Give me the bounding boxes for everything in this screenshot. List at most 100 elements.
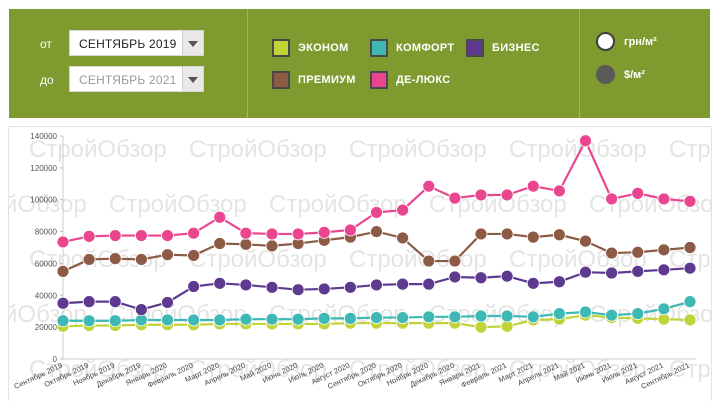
currency-option-usd[interactable]: $/м² [596, 65, 645, 84]
data-point [82, 253, 96, 266]
watermark-text: СтройОбзор [189, 136, 327, 163]
watermark-text: СтройОбзор [349, 356, 487, 383]
currency-option-uah[interactable]: грн/м² [596, 32, 657, 51]
watermark-text: СтройОбзор [669, 136, 711, 163]
data-point [370, 206, 383, 219]
data-point [161, 313, 174, 327]
watermark-text: СтройОбзор [109, 191, 247, 218]
data-point [239, 278, 253, 292]
data-point [631, 264, 645, 278]
data-point [552, 307, 566, 321]
data-point [56, 235, 70, 249]
to-date-select[interactable]: СЕНТЯБРЬ 2021 [69, 66, 204, 92]
watermark-text: СтройОбзор [669, 356, 711, 383]
watermark-text: СтройОбзор [9, 191, 87, 218]
data-point [605, 308, 619, 322]
data-point [265, 227, 279, 241]
legend-item-comfort[interactable]: КОМФОРТ [370, 39, 454, 57]
legend-item-business[interactable]: БИЗНЕС [466, 39, 540, 57]
legend-item-delux[interactable]: ДЕ-ЛЮКС [370, 71, 451, 89]
data-point [370, 311, 383, 324]
watermark-text: СтройОбзор [509, 136, 647, 163]
data-point [317, 282, 331, 296]
legend-item-econom[interactable]: ЭКОНОМ [272, 39, 349, 57]
data-point [291, 227, 305, 241]
data-point [134, 253, 148, 266]
data-point [683, 194, 697, 208]
data-point [396, 231, 410, 245]
data-point [343, 280, 357, 294]
data-point [605, 246, 619, 260]
data-point [317, 225, 331, 239]
data-point [683, 313, 697, 327]
legend-label-business: БИЗНЕС [492, 42, 540, 54]
from-date-select[interactable]: СЕНТЯБРЬ 2019 [69, 30, 204, 56]
y-tick-label: 100000 [30, 196, 57, 205]
data-point [474, 227, 488, 241]
data-point [56, 314, 70, 328]
legend-label-delux: ДЕ-ЛЮКС [396, 74, 451, 86]
data-point [448, 310, 462, 324]
data-point [422, 310, 436, 324]
currency-label-uah: грн/м² [624, 35, 657, 48]
data-point [552, 228, 566, 242]
data-point [213, 210, 227, 224]
data-point [187, 313, 201, 327]
data-point [396, 277, 410, 291]
data-point [265, 312, 279, 326]
data-point [579, 265, 592, 279]
data-point [56, 296, 70, 310]
y-tick-label: 60000 [35, 259, 58, 268]
y-tick-label: 120000 [30, 164, 57, 173]
chevron-down-icon[interactable] [182, 67, 203, 91]
from-label: от [40, 37, 52, 51]
data-point [239, 312, 253, 326]
data-point [526, 276, 540, 290]
data-point [291, 312, 305, 326]
to-label: до [40, 73, 54, 87]
price-line-chart: СтройОбзор СтройОбзор СтройОбзор СтройОбзор… [9, 132, 711, 391]
data-point [161, 296, 174, 309]
data-point [657, 192, 671, 206]
data-point [82, 314, 96, 328]
data-point [500, 188, 514, 202]
data-point [108, 314, 122, 328]
radio-unselected-icon[interactable] [596, 65, 615, 84]
data-point [396, 311, 410, 324]
divider [579, 9, 580, 118]
data-point [683, 241, 697, 254]
legend-item-premium[interactable]: ПРЕМИУМ [272, 71, 356, 89]
y-tick-label: 0 [53, 355, 58, 364]
data-point [134, 229, 148, 242]
data-point [579, 134, 592, 148]
data-point [474, 271, 488, 285]
divider [247, 9, 248, 118]
data-point [500, 269, 514, 283]
data-point [657, 263, 671, 277]
data-point [187, 249, 201, 262]
y-tick-label: 80000 [35, 228, 58, 237]
legend-label-comfort: КОМФОРТ [396, 42, 455, 54]
data-point [239, 237, 253, 251]
data-point [631, 186, 645, 200]
watermark-text: СтройОбзор [509, 246, 647, 273]
data-point [552, 184, 566, 198]
watermark-text: СтройОбзор [189, 356, 327, 383]
data-point [187, 280, 201, 293]
data-point [108, 295, 122, 309]
data-point [370, 225, 383, 238]
data-point [683, 295, 697, 309]
data-point [161, 248, 174, 262]
business-swatch-icon [466, 39, 484, 57]
data-point [265, 239, 279, 253]
chevron-down-icon[interactable] [182, 31, 203, 55]
chart-container: СтройОбзор СтройОбзор СтройОбзор СтройОбзор… [8, 126, 712, 401]
radio-selected-icon[interactable] [596, 32, 615, 51]
data-point [213, 237, 227, 250]
data-point [526, 179, 540, 193]
data-point [213, 313, 227, 327]
data-point [239, 226, 253, 240]
data-point [500, 309, 514, 323]
data-point [265, 280, 279, 294]
legend-label-econom: ЭКОНОМ [298, 42, 349, 54]
